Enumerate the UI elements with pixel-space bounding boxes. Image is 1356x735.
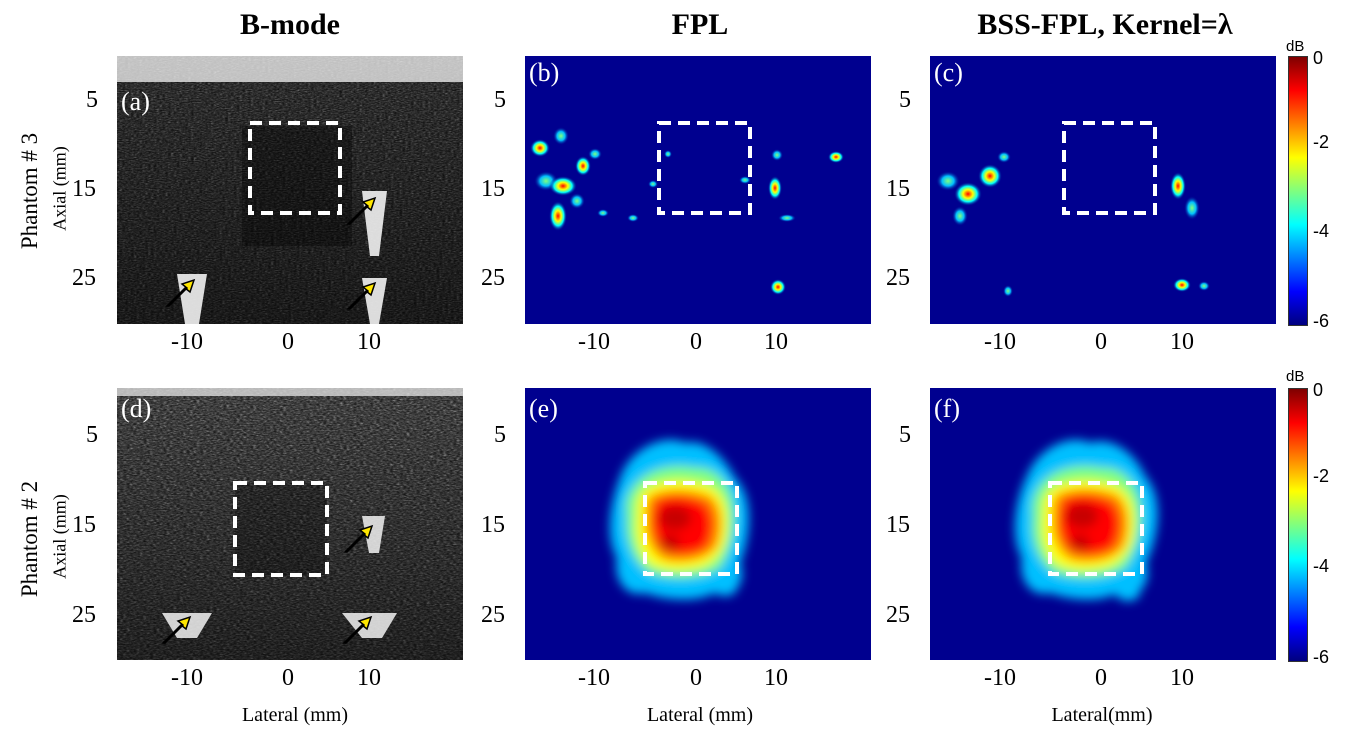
ytick-b-15: 15 [481,176,505,202]
xtick-c-10: 10 [1170,329,1194,355]
colorbar-2-tick-4: -4 [1313,556,1330,576]
y-axis-label-row2: Axial (mm) [49,494,70,579]
colorbar-1 [1288,56,1308,326]
column-title-bss-fpl: BSS-FPL, Kernel=λ [977,8,1233,41]
ytick-d-15: 15 [72,512,96,538]
xtick-a-10: 10 [357,329,381,355]
xtick-e-0: 0 [690,665,702,691]
panel-label-c: (c) [934,58,963,87]
x-axis-label-col1: Lateral (mm) [241,704,349,726]
heatmap-b [530,121,844,295]
panel-b-fpl: (b) [525,56,871,324]
column-title-bmode: B-mode [240,8,340,41]
heatmap-f [1015,439,1158,601]
panel-d-bmode: (d) [117,388,463,660]
panel-c-bss-fpl: (c) [930,56,1276,324]
colorbar-2-tick-6: -6 [1313,647,1330,667]
xtick-f-0: 0 [1095,665,1107,691]
ytick-a-5: 5 [86,87,98,113]
panel-a-bmode: (a) [117,56,463,324]
colorbar-1-tick-4: -4 [1313,221,1330,241]
panel-label-a: (a) [121,87,150,116]
row-title-phantom2: Phantom # 2 [17,480,42,598]
colorbar-1-tick-2: -2 [1313,132,1330,152]
xtick-e-neg10: -10 [578,665,610,691]
xtick-c-0: 0 [1095,329,1107,355]
colorbar-1-tick-0: 0 [1313,48,1324,68]
colorbar-unit-2: dB [1286,368,1305,385]
xtick-a-neg10: -10 [171,329,203,355]
ytick-e-15: 15 [481,512,505,538]
colorbar-2-tick-2: -2 [1313,466,1330,486]
panel-label-e: (e) [529,394,558,423]
bmode-image-d [117,388,463,660]
xtick-a-0: 0 [282,329,294,355]
xtick-b-0: 0 [690,329,702,355]
panel-e-fpl: (e) [525,388,871,660]
colorbar-2 [1288,388,1308,662]
xtick-e-10: 10 [764,665,788,691]
row-title-phantom3: Phantom # 3 [17,132,42,250]
xtick-f-10: 10 [1170,665,1194,691]
panel-label-d: (d) [121,394,152,423]
panel-label-f: (f) [934,394,960,423]
x-axis-label-col3: Lateral(mm) [1051,704,1153,726]
ytick-d-5: 5 [86,422,98,448]
bmode-image-a [117,56,463,324]
arrow-icon [165,196,377,310]
heatmap-e [609,439,749,600]
colorbar-2-tick-0: 0 [1313,380,1324,400]
panel-f-bss-fpl: (f) [930,388,1276,660]
xtick-d-0: 0 [282,665,294,691]
xtick-c-neg10: -10 [984,329,1016,355]
ytick-a-25: 25 [72,265,96,291]
ytick-e-25: 25 [481,602,505,628]
ytick-c-5: 5 [899,87,911,113]
ytick-f-5: 5 [899,422,911,448]
column-title-fpl: FPL [671,8,729,41]
arrow-icon [161,524,374,644]
xtick-b-10: 10 [764,329,788,355]
ytick-b-25: 25 [481,265,505,291]
colorbar-1-tick-6: -6 [1313,311,1330,331]
ytick-e-5: 5 [494,422,506,448]
ytick-d-25: 25 [72,602,96,628]
panel-label-b: (b) [529,58,560,87]
ytick-c-15: 15 [886,176,910,202]
xtick-d-neg10: -10 [171,665,203,691]
xtick-f-neg10: -10 [984,665,1016,691]
heatmap-c [936,121,1210,297]
ytick-b-5: 5 [494,87,506,113]
y-axis-label-row1: Axial (mm) [49,146,70,231]
x-axis-label-col2: Lateral (mm) [646,704,754,726]
colorbar-unit-1: dB [1286,38,1305,55]
arrows-a [165,196,377,310]
ytick-f-25: 25 [886,602,910,628]
arrows-d [161,524,374,644]
xtick-b-neg10: -10 [578,329,610,355]
ytick-f-15: 15 [886,512,910,538]
ytick-c-25: 25 [886,265,910,291]
ytick-a-15: 15 [72,176,96,202]
xtick-d-10: 10 [357,665,381,691]
